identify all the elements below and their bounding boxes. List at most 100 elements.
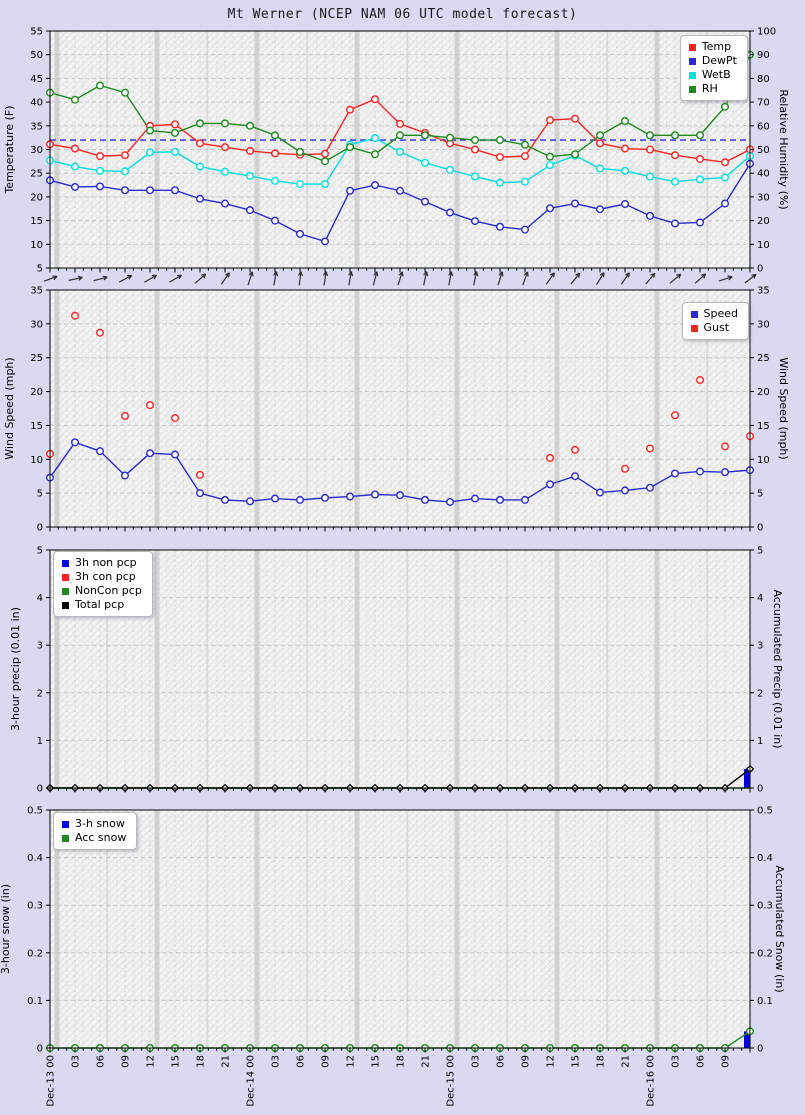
svg-text:100: 100 (757, 27, 776, 38)
speed-legend-swatch (690, 310, 698, 318)
wetb-markers (46, 134, 755, 189)
legend-wind-panel: Speed Gust (681, 302, 749, 340)
svg-text:09: 09 (321, 1055, 332, 1068)
legend-item: WetB (688, 68, 737, 82)
svg-text:5: 5 (757, 489, 763, 500)
svg-text:0.4: 0.4 (27, 853, 43, 864)
snow-left-axis-label: 3-hour snow (in) (0, 884, 12, 974)
wind-left-axis-label: Wind Speed (mph) (3, 357, 16, 459)
svg-text:15: 15 (757, 421, 770, 432)
svg-text:50: 50 (757, 145, 770, 156)
svg-text:20: 20 (30, 192, 43, 203)
precip-left-axis-label: 3-hour precip (0.01 in) (9, 607, 22, 731)
svg-text:90: 90 (757, 50, 770, 61)
panel-temp_rh: 5 10 15 20 25 30 35 40 45 50 55 0 10 20 30 40 50 60 70 80 90… (3, 27, 790, 275)
legend-label: NonCon pcp (75, 584, 142, 597)
svg-text:50: 50 (30, 50, 43, 61)
svg-text:20: 20 (757, 387, 770, 398)
chart-title: Mt Werner (NCEP NAM 06 UTC model forecas… (227, 7, 578, 22)
wind-direction-arrows (43, 271, 757, 286)
legend-label: RH (701, 82, 718, 95)
svg-text:4: 4 (37, 593, 43, 604)
svg-text:30: 30 (30, 319, 43, 330)
legend-item: 3-h snow (62, 817, 126, 831)
temp_rh-y-tick-labels: 5 10 15 20 25 30 35 40 45 50 55 0 10 20 30 40 50 60 70 80 90… (30, 27, 776, 275)
legend-label: Total pcp (75, 598, 125, 611)
svg-text:0.5: 0.5 (757, 806, 773, 817)
svg-text:35: 35 (30, 121, 43, 132)
svg-text:Dec-14 00: Dec-14 00 (246, 1055, 257, 1107)
legend-label: DewPt (701, 54, 737, 67)
legend-item: Acc snow (62, 831, 126, 845)
legend-item: 3h non pcp (62, 556, 142, 570)
svg-text:0: 0 (37, 784, 43, 795)
precip-y-tick-labels: 0 1 2 3 4 5 0 1 2 3 4 5 (37, 546, 764, 795)
svg-text:15: 15 (30, 216, 43, 227)
svg-text:15: 15 (30, 421, 43, 432)
snow3h-legend-swatch (62, 820, 69, 828)
svg-text:4: 4 (757, 593, 763, 604)
conpcp-legend-swatch (62, 573, 69, 581)
legend-precip-panel: 3h non pcp 3h con pcp NonCon pcp Total p… (53, 551, 153, 617)
x-axis-tick-labels: Dec-13 00 03 06 09 12 15 18 21 Dec-14 00 03 06 09 12… (46, 1055, 732, 1107)
legend-label: 3-h snow (75, 817, 125, 830)
svg-text:18: 18 (196, 1055, 207, 1068)
svg-text:0: 0 (757, 784, 763, 795)
panel-snow: 0 0.1 0.2 0.3 0.4 0.5 0 0.1 0.2 0.3 0.4 0.5 3-hour s… (0, 806, 786, 1055)
svg-text:Dec-16 00: Dec-16 00 (646, 1055, 657, 1107)
legend-label: WetB (701, 68, 731, 81)
svg-text:30: 30 (30, 145, 43, 156)
snow-right-axis-label: Accumulated Snow (in) (773, 865, 786, 992)
legend-item: NonCon pcp (62, 584, 142, 598)
svg-text:09: 09 (721, 1055, 732, 1068)
svg-text:0.1: 0.1 (27, 996, 43, 1007)
panel-wind: 0 5 10 15 20 25 30 35 0 5 10 15 20 25 30 35 Wind Speed (… (3, 271, 790, 534)
svg-text:12: 12 (546, 1055, 557, 1068)
totalpcp-legend-swatch (62, 601, 69, 609)
svg-text:12: 12 (146, 1055, 157, 1068)
svg-text:21: 21 (621, 1055, 632, 1068)
svg-text:03: 03 (71, 1055, 82, 1068)
svg-text:09: 09 (521, 1055, 532, 1068)
svg-text:0: 0 (757, 264, 763, 275)
temp_rh-left-axis-label: Temperature (F) (3, 105, 16, 194)
rh-markers (46, 50, 755, 166)
temp_rh-right-axis-label: Relative Humidity (%) (777, 89, 790, 209)
wind-right-axis-label: Wind Speed (mph) (777, 357, 790, 459)
svg-text:40: 40 (30, 98, 43, 109)
svg-text:0.2: 0.2 (27, 948, 43, 959)
legend-item: Speed (690, 307, 738, 321)
legend-label: Temp (701, 40, 732, 53)
legend-label: Gust (703, 321, 730, 334)
svg-text:18: 18 (596, 1055, 607, 1068)
svg-text:06: 06 (96, 1055, 107, 1068)
dewpt-markers (46, 159, 755, 246)
svg-text:0.2: 0.2 (757, 948, 773, 959)
svg-text:25: 25 (30, 353, 43, 364)
rh-legend-swatch (688, 85, 696, 93)
panel-precip: 0 1 2 3 4 5 0 1 2 3 4 5 3-hour precip (0.01 in) Accum… (9, 546, 784, 795)
wind-plot-area (50, 290, 750, 527)
svg-text:25: 25 (30, 169, 43, 180)
speed-markers (46, 438, 755, 506)
svg-text:21: 21 (421, 1055, 432, 1068)
legend-item: RH (688, 82, 737, 96)
temp-legend-swatch (688, 43, 696, 51)
nonpcp-legend-swatch (62, 559, 69, 567)
svg-text:09: 09 (121, 1055, 132, 1068)
svg-text:80: 80 (757, 74, 770, 85)
wetb-legend-swatch (688, 71, 696, 79)
svg-text:55: 55 (30, 27, 43, 38)
svg-text:15: 15 (571, 1055, 582, 1068)
svg-text:21: 21 (221, 1055, 232, 1068)
svg-text:03: 03 (271, 1055, 282, 1068)
noncon-legend-swatch (62, 587, 69, 595)
legend-item: Temp (688, 40, 737, 54)
svg-text:0.3: 0.3 (27, 901, 43, 912)
svg-text:0: 0 (37, 1044, 43, 1055)
wind-y-tick-labels: 0 5 10 15 20 25 30 35 0 5 10 15 20 25 30 35 (30, 286, 769, 534)
legend-item: 3h con pcp (62, 570, 142, 584)
legend-label: 3h con pcp (75, 570, 136, 583)
